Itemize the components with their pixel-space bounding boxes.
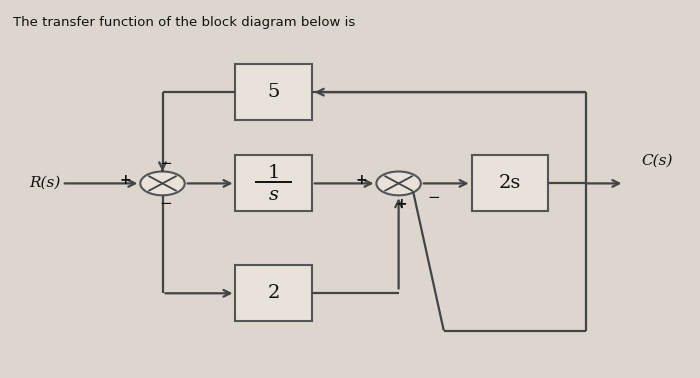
Text: The transfer function of the block diagram below is: The transfer function of the block diagr… <box>13 16 356 29</box>
Text: C(s): C(s) <box>642 154 673 168</box>
FancyBboxPatch shape <box>235 265 312 321</box>
Text: 2s: 2s <box>498 174 521 192</box>
Text: R(s): R(s) <box>29 175 60 189</box>
Text: 5: 5 <box>267 83 280 101</box>
Text: +: + <box>395 197 407 211</box>
Circle shape <box>377 172 421 195</box>
Text: −: − <box>427 190 440 205</box>
Text: 2: 2 <box>267 284 280 302</box>
FancyBboxPatch shape <box>235 155 312 211</box>
Text: +: + <box>119 174 131 187</box>
FancyBboxPatch shape <box>472 155 548 211</box>
Text: s: s <box>269 186 279 204</box>
Text: −: − <box>159 196 172 211</box>
Text: 1: 1 <box>267 164 280 182</box>
Circle shape <box>140 172 185 195</box>
Text: +: + <box>356 174 367 187</box>
FancyBboxPatch shape <box>235 64 312 120</box>
Text: −: − <box>159 156 172 171</box>
